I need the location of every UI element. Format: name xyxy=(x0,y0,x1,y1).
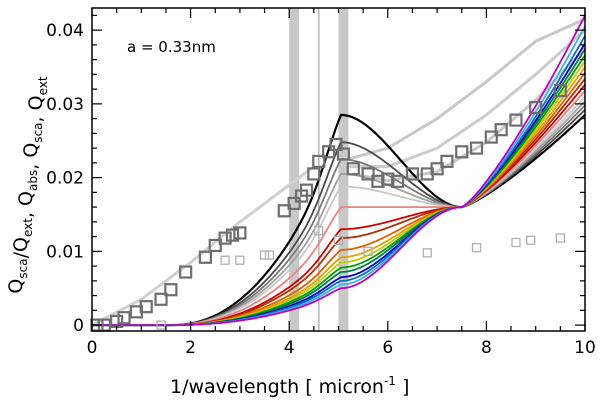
axes: 0 2 4 6 8 10 0 0.01 0.02 0.03 0.04 xyxy=(46,7,596,358)
observed-point-light-4 xyxy=(314,226,324,236)
observed-point-dark-38 xyxy=(553,83,567,98)
background-curve-3 xyxy=(90,165,316,327)
observed-point-light-0 xyxy=(220,255,230,265)
observed-point-light-3 xyxy=(264,250,275,260)
observed-point-dark-11 xyxy=(218,231,232,245)
observed-point-light-8 xyxy=(471,243,482,253)
point-layer xyxy=(90,83,567,332)
y-tick-label: 0.01 xyxy=(46,242,84,262)
observed-point-light-12 xyxy=(156,320,166,330)
y-title-base: Q xyxy=(25,95,47,110)
y-title-base: Q xyxy=(5,279,27,294)
observed-point-light-9 xyxy=(511,237,521,248)
x-tick-label: 2 xyxy=(185,338,196,358)
observed-point-dark-26 xyxy=(381,172,395,186)
observed-point-dark-27 xyxy=(391,174,405,188)
observed-point-dark-24 xyxy=(361,167,375,181)
observed-point-dark-33 xyxy=(469,141,484,155)
observed-point-dark-12 xyxy=(225,228,240,242)
x-tick-label: 8 xyxy=(481,338,492,358)
y-title-base: Q xyxy=(20,143,42,158)
y-title-sub: sca xyxy=(16,258,30,278)
y-title-text: , xyxy=(15,206,37,218)
observed-point-dark-7 xyxy=(164,283,178,297)
y-title-base: Q xyxy=(10,237,32,252)
y-tick-label: 0.04 xyxy=(46,21,84,41)
y-axis-title: Qsca/Qext, Qabs, Qsca, Qext xyxy=(5,76,50,293)
observed-point-light-7 xyxy=(422,248,432,258)
observed-point-dark-9 xyxy=(198,250,212,264)
background-curve-1 xyxy=(346,28,587,169)
x-axis-title-sup: -1 xyxy=(384,374,396,388)
y-title-text: / xyxy=(10,251,32,258)
observed-point-dark-3 xyxy=(117,311,131,325)
observed-point-light-2 xyxy=(259,250,270,260)
observed-point-dark-6 xyxy=(154,292,168,306)
observed-point-dark-15 xyxy=(287,196,301,211)
observed-point-dark-20 xyxy=(322,145,336,159)
observed-point-light-6 xyxy=(363,246,373,257)
observed-point-dark-30 xyxy=(430,162,444,176)
observed-point-dark-34 xyxy=(484,130,498,144)
background-curve-0 xyxy=(346,17,587,161)
annotation-label: a = 0.33nm xyxy=(127,38,216,56)
y-title-sub: ext xyxy=(21,218,35,237)
observed-point-dark-8 xyxy=(179,265,193,279)
curve-layer xyxy=(90,14,587,327)
observed-point-light-5 xyxy=(333,235,344,245)
y-tick-label: 0.03 xyxy=(46,95,84,115)
observed-point-dark-32 xyxy=(455,145,469,159)
observed-point-dark-35 xyxy=(494,123,508,137)
observed-point-dark-14 xyxy=(277,204,291,218)
x-axis-title-main: 1/wavelength [ micron xyxy=(170,376,384,398)
vertical-band-1 xyxy=(338,8,349,331)
y-title-text: , xyxy=(20,158,42,170)
observed-point-dark-5 xyxy=(139,300,153,314)
y-tick-label: 0.02 xyxy=(46,169,84,189)
y-title-sub: abs xyxy=(26,170,40,191)
x-axis-title-tail: ] xyxy=(396,376,409,398)
observed-point-dark-31 xyxy=(440,154,454,168)
observed-point-dark-10 xyxy=(208,238,222,253)
vertical-band-0 xyxy=(289,8,300,331)
observed-point-dark-22 xyxy=(336,147,351,161)
observed-point-dark-28 xyxy=(405,167,420,181)
x-tick-label: 4 xyxy=(284,338,295,358)
y-title-sub: sca xyxy=(31,122,45,142)
observed-point-light-10 xyxy=(526,235,536,245)
observed-point-light-1 xyxy=(235,255,245,265)
observed-point-dark-19 xyxy=(312,154,326,168)
x-tick-label: 0 xyxy=(87,338,98,358)
observed-point-dark-17 xyxy=(299,183,314,197)
observed-point-dark-36 xyxy=(509,113,523,127)
y-title-text: , xyxy=(25,110,47,122)
observed-point-dark-21 xyxy=(329,137,343,152)
observed-point-dark-18 xyxy=(307,167,321,181)
series-line-16 xyxy=(92,14,586,326)
x-tick-label: 10 xyxy=(574,338,596,358)
observed-point-dark-25 xyxy=(371,174,385,188)
x-tick-label: 6 xyxy=(382,338,393,358)
observed-point-dark-23 xyxy=(346,162,360,176)
observed-point-light-11 xyxy=(555,233,565,243)
observed-point-dark-37 xyxy=(529,100,543,115)
y-tick-label: 0 xyxy=(73,316,84,336)
x-axis-title: 1/wavelength [ micron-1 ] xyxy=(170,374,409,398)
y-title-base: Q xyxy=(15,191,37,206)
y-title-sub: ext xyxy=(36,76,50,95)
observed-point-dark-13 xyxy=(233,226,247,240)
